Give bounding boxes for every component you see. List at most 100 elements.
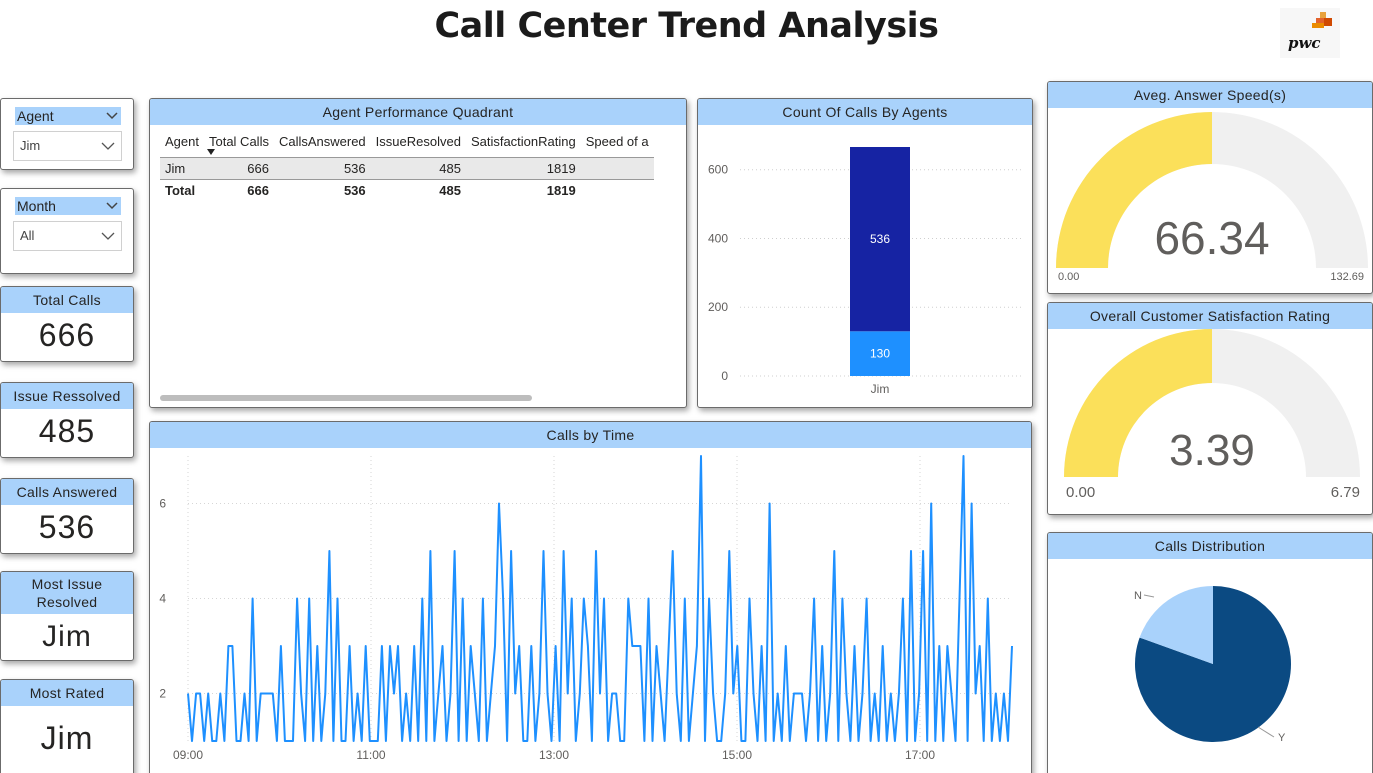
answer-speed-gauge: 66.34 0.00 132.69 — [1056, 112, 1368, 283]
agent-dropdown[interactable]: Jim — [13, 131, 122, 161]
y-tick-label: 0 — [721, 369, 728, 383]
table-cell: 536 — [273, 157, 371, 180]
bar-segment — [850, 331, 910, 376]
issue-resolved-card: Issue Ressolved 485 — [0, 382, 134, 458]
calls-answered-card: Calls Answered 536 — [0, 478, 134, 554]
calls-line-series — [187, 455, 1013, 742]
count-calls-title: Count Of Calls By Agents — [698, 99, 1032, 125]
gauge-min-label: 0.00 — [1058, 271, 1079, 283]
y-tick-label: 200 — [708, 300, 728, 314]
pwc-logo-text: pwc — [1288, 34, 1321, 52]
column-header-satisfaction-rating[interactable]: SatisfactionRating — [470, 134, 576, 149]
calls-by-time-line-chart: 2 4 6 09:00 11:00 13:00 15:00 17:00 — [159, 455, 1013, 762]
table-row[interactable]: Jim 666 536 485 1819 — [160, 157, 654, 180]
agent-slicer-label: Agent — [17, 108, 54, 124]
table-cell: 536 — [343, 183, 366, 198]
most-rated-card: Most Rated Jim — [0, 679, 134, 773]
x-tick-label: 17:00 — [905, 748, 935, 762]
pwc-logo-mark-icon — [1312, 12, 1332, 28]
chevron-down-icon — [101, 142, 115, 150]
issue-resolved-label: Issue Ressolved — [1, 383, 133, 409]
most-issue-resolved-label: Most Issue Resolved — [1, 572, 133, 614]
column-header-calls-answered[interactable]: CallsAnswered — [278, 134, 366, 149]
calls-distribution-title: Calls Distribution — [1048, 533, 1372, 559]
most-issue-resolved-value: Jim — [42, 620, 92, 653]
gauge-min-label: 0.00 — [1066, 484, 1095, 501]
total-calls-label: Total Calls — [1, 287, 133, 313]
chevron-down-icon — [101, 232, 115, 240]
most-rated-label: Most Rated — [1, 680, 133, 706]
x-tick-label: 09:00 — [173, 748, 203, 762]
agent-dropdown-value: Jim — [20, 138, 41, 153]
y-tick-label: 6 — [159, 497, 166, 511]
satisfaction-gauge: 3.39 0.00 6.79 — [1064, 329, 1360, 501]
table-cell — [581, 180, 654, 202]
column-header-total-calls-label: Total Calls — [208, 134, 269, 149]
month-slicer-header[interactable]: Month — [15, 197, 121, 215]
month-slicer-label: Month — [17, 198, 56, 214]
column-header-issue-resolved[interactable]: IssueResolved — [375, 134, 461, 149]
pie-slice — [1139, 586, 1213, 664]
column-header-agent[interactable]: Agent — [165, 134, 199, 149]
count-calls-by-agents-panel: Count Of Calls By Agents 0 200 400 600 130 53… — [697, 98, 1033, 408]
y-tick-label: 600 — [708, 163, 728, 177]
column-header-total-calls[interactable]: Total Calls — [204, 129, 274, 158]
table-cell: 666 — [203, 157, 274, 180]
agent-performance-panel: Agent Performance Quadrant Agent Total C… — [149, 98, 687, 408]
table-cell: 485 — [370, 157, 466, 180]
table-cell: Total — [165, 183, 196, 198]
column-header-speed[interactable]: Speed of a — [585, 134, 649, 149]
table-cell: 666 — [247, 183, 269, 198]
month-dropdown-value: All — [20, 228, 35, 243]
agent-slicer: Agent Jim — [0, 98, 134, 170]
chevron-down-icon — [106, 112, 118, 120]
pwc-logo: pwc — [1280, 8, 1340, 58]
agent-performance-title: Agent Performance Quadrant — [150, 99, 686, 125]
horizontal-scrollbar[interactable] — [160, 395, 532, 401]
calls-by-time-panel: Calls by Time 2 4 6 09:00 11:00 13:00 15:00 17:… — [149, 421, 1032, 773]
month-slicer: Month All — [0, 188, 134, 274]
satisfaction-title: Overall Customer Satisfaction Rating — [1048, 303, 1372, 329]
gauge-max-label: 6.79 — [1331, 484, 1360, 501]
y-tick-label: 400 — [708, 231, 728, 245]
bar-data-label: 130 — [870, 347, 890, 361]
count-calls-bar-chart: 0 200 400 600 130 536 Jim — [708, 147, 1024, 396]
total-calls-value: 666 — [38, 317, 96, 353]
calls-by-time-title: Calls by Time — [150, 422, 1031, 448]
month-dropdown[interactable]: All — [13, 221, 122, 251]
x-tick-label: 15:00 — [722, 748, 752, 762]
answer-speed-title: Aveg. Answer Speed(s) — [1048, 82, 1372, 108]
y-tick-label: 2 — [159, 687, 166, 701]
issue-resolved-value: 485 — [38, 413, 96, 449]
gauge-fill — [1064, 329, 1212, 477]
calls-answered-value: 536 — [38, 509, 96, 545]
gauge-max-label: 132.69 — [1330, 271, 1364, 283]
x-category-label: Jim — [871, 382, 890, 396]
bar-data-label: 536 — [870, 232, 890, 246]
total-calls-card: Total Calls 666 — [0, 286, 134, 362]
sort-descending-icon — [206, 149, 215, 155]
pie-label: N — [1134, 590, 1142, 602]
satisfaction-gauge-panel: Overall Customer Satisfaction Rating 3.3… — [1047, 302, 1373, 515]
answer-speed-gauge-panel: Aveg. Answer Speed(s) 66.34 0.00 132.69 — [1047, 81, 1373, 294]
chevron-down-icon — [106, 202, 118, 210]
pie-leader-line — [1257, 726, 1275, 738]
agent-slicer-header[interactable]: Agent — [15, 107, 121, 125]
most-issue-resolved-card: Most Issue Resolved Jim — [0, 571, 134, 661]
table-cell: 485 — [439, 183, 461, 198]
dashboard-title: Call Center Trend Analysis — [434, 6, 939, 46]
gauge-value: 66.34 — [1154, 212, 1269, 264]
pie-label: Y — [1278, 732, 1286, 744]
table-cell: 1819 — [546, 183, 576, 198]
table-cell — [580, 157, 654, 180]
pie-leader-line — [1143, 594, 1155, 598]
gauge-fill — [1056, 112, 1212, 268]
table-cell: Jim — [160, 157, 204, 180]
gauge-value: 3.39 — [1169, 426, 1255, 475]
calls-distribution-pie-chart: YN — [1134, 586, 1291, 744]
calls-answered-label: Calls Answered — [1, 479, 133, 505]
x-tick-label: 11:00 — [356, 748, 385, 762]
most-rated-value: Jim — [40, 720, 94, 756]
table-total-row: Total 666 536 485 1819 — [160, 180, 654, 202]
